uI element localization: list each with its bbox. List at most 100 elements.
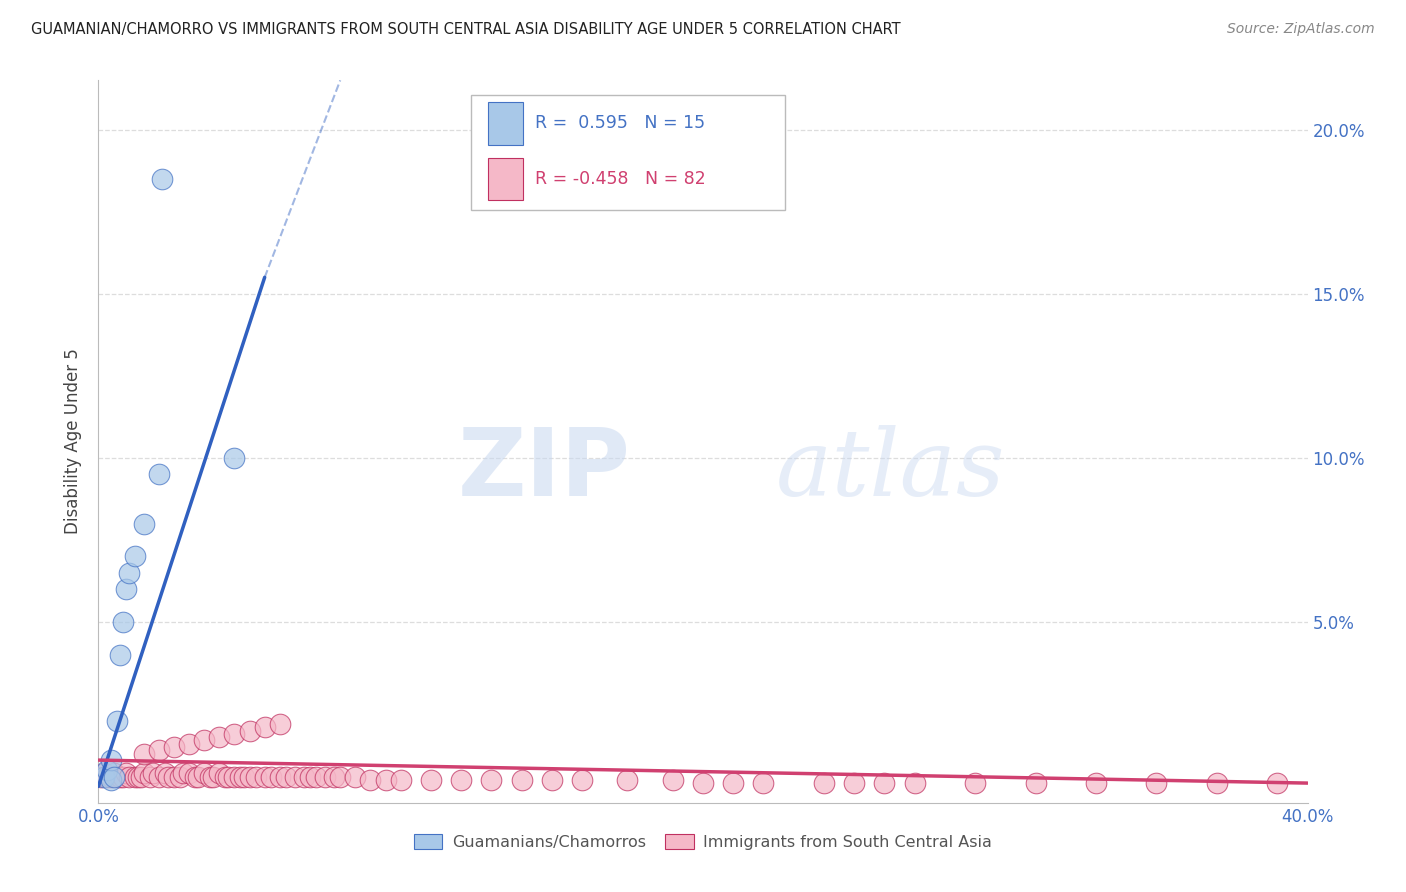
Point xyxy=(105,770,128,784)
Point xyxy=(93,770,115,784)
Point xyxy=(269,770,291,784)
Point xyxy=(132,516,155,531)
Point xyxy=(224,450,246,465)
Point xyxy=(96,770,118,784)
Point xyxy=(202,770,225,784)
Point xyxy=(139,770,162,784)
Point xyxy=(129,770,152,784)
Point xyxy=(100,772,122,787)
Point xyxy=(148,743,170,757)
Point xyxy=(253,770,276,784)
Point xyxy=(150,171,173,186)
Point xyxy=(299,770,322,784)
Point xyxy=(217,770,239,784)
Point xyxy=(305,770,328,784)
Point xyxy=(873,776,896,790)
Point xyxy=(111,770,134,784)
Point xyxy=(450,772,472,787)
Point xyxy=(179,737,201,751)
FancyBboxPatch shape xyxy=(471,95,785,211)
Point xyxy=(232,770,254,784)
Point xyxy=(229,770,252,784)
Text: GUAMANIAN/CHAMORRO VS IMMIGRANTS FROM SOUTH CENTRAL ASIA DISABILITY AGE UNDER 5 : GUAMANIAN/CHAMORRO VS IMMIGRANTS FROM SO… xyxy=(31,22,901,37)
Point xyxy=(132,747,155,761)
Point xyxy=(540,772,562,787)
Point xyxy=(752,776,775,790)
Point xyxy=(269,717,291,731)
Point xyxy=(163,770,186,784)
Point xyxy=(389,772,412,787)
Point xyxy=(114,766,136,780)
Point xyxy=(108,648,131,662)
Point xyxy=(187,770,209,784)
Point xyxy=(965,776,987,790)
Point xyxy=(292,770,315,784)
Point xyxy=(148,770,170,784)
Point xyxy=(420,772,443,787)
Point xyxy=(813,776,835,790)
Point xyxy=(156,770,179,784)
Point xyxy=(169,770,191,784)
Point xyxy=(224,770,246,784)
FancyBboxPatch shape xyxy=(488,102,523,145)
Point xyxy=(245,770,267,784)
Point xyxy=(661,772,683,787)
Text: ZIP: ZIP xyxy=(457,425,630,516)
Point xyxy=(93,766,115,780)
Point xyxy=(571,772,593,787)
Point xyxy=(360,772,382,787)
Point xyxy=(214,770,236,784)
Text: Source: ZipAtlas.com: Source: ZipAtlas.com xyxy=(1227,22,1375,37)
Point xyxy=(314,770,336,784)
Point xyxy=(124,770,146,784)
Point xyxy=(1144,776,1167,790)
Point xyxy=(274,770,297,784)
Point xyxy=(1206,776,1229,790)
Point xyxy=(239,770,262,784)
Point xyxy=(127,770,149,784)
Point xyxy=(184,770,207,784)
Point xyxy=(100,753,122,767)
Point xyxy=(118,770,141,784)
Legend: Guamanians/Chamorros, Immigrants from South Central Asia: Guamanians/Chamorros, Immigrants from So… xyxy=(408,828,998,856)
Point xyxy=(172,766,194,780)
Text: R =  0.595   N = 15: R = 0.595 N = 15 xyxy=(534,114,704,132)
Point xyxy=(105,714,128,728)
Y-axis label: Disability Age Under 5: Disability Age Under 5 xyxy=(65,349,83,534)
Point xyxy=(904,776,927,790)
Text: R = -0.458   N = 82: R = -0.458 N = 82 xyxy=(534,169,706,188)
Point xyxy=(481,772,503,787)
Point xyxy=(1024,776,1046,790)
Point xyxy=(100,770,122,784)
Point xyxy=(323,770,346,784)
Point xyxy=(103,766,125,780)
Point xyxy=(374,772,396,787)
Point xyxy=(90,770,112,784)
Point xyxy=(153,766,176,780)
Point xyxy=(1085,776,1108,790)
Point xyxy=(344,770,367,784)
Point xyxy=(103,770,125,784)
Point xyxy=(132,766,155,780)
Point xyxy=(284,770,307,784)
Point xyxy=(193,733,215,747)
Point xyxy=(208,730,231,744)
Point xyxy=(163,739,186,754)
Point xyxy=(616,772,638,787)
Point xyxy=(260,770,283,784)
Text: atlas: atlas xyxy=(776,425,1005,516)
Point xyxy=(111,615,134,630)
Point xyxy=(118,566,141,580)
Point xyxy=(329,770,352,784)
Point xyxy=(208,766,231,780)
Point xyxy=(692,776,714,790)
FancyBboxPatch shape xyxy=(488,158,523,200)
Point xyxy=(510,772,533,787)
Point xyxy=(108,770,131,784)
Point xyxy=(179,766,201,780)
Point xyxy=(1267,776,1289,790)
Point xyxy=(224,727,246,741)
Point xyxy=(723,776,745,790)
Point xyxy=(844,776,866,790)
Point xyxy=(200,770,222,784)
